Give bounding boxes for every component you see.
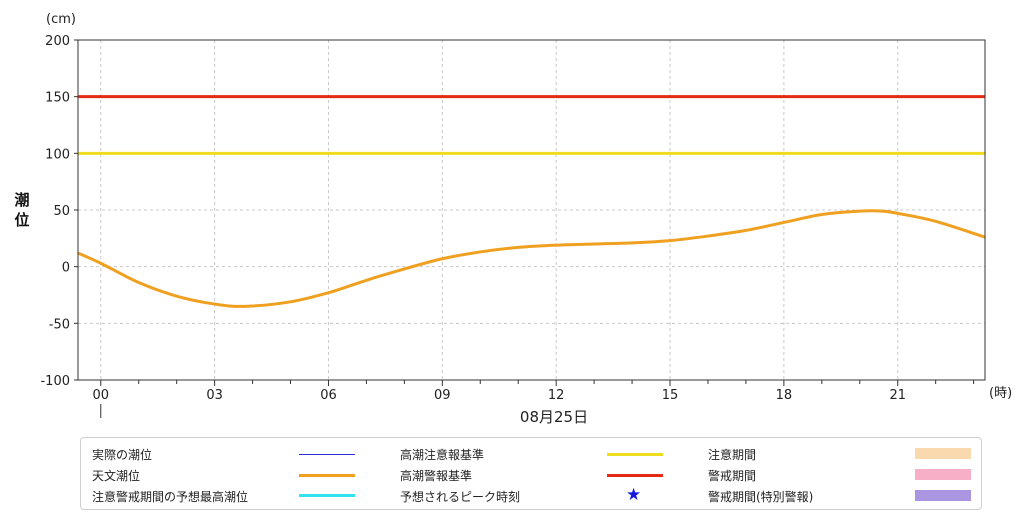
x-tick-label: 18 (776, 388, 793, 403)
legend-label-advisory-level: 高潮注意報基準 (400, 448, 485, 462)
legend: 実際の潮位 天文潮位 注意警戒期間の予想最高潮位 高潮注意報基準 高潮警報基準 … (80, 437, 982, 510)
y-tick-label: 0 (62, 261, 70, 276)
y-axis-title-char: 位 (14, 211, 29, 229)
x-tick-label: 09 (434, 388, 451, 403)
legend-label-advisory-period: 注意期間 (708, 448, 757, 462)
x-tick-label: 00 (92, 388, 109, 403)
x-tick-label: 03 (206, 388, 223, 403)
legend-swatch-advisory-period (915, 448, 971, 459)
legend-label-actual-tide: 実際の潮位 (92, 448, 153, 462)
y-tick-label: 200 (45, 34, 70, 49)
x-axis: 00 03 06 09 12 15 18 21 (92, 380, 975, 418)
x-unit-label: (時) (989, 386, 1012, 401)
legend-swatch-forecast-max-tide (299, 494, 355, 497)
x-tick-label: 12 (548, 388, 565, 403)
legend-label-special-warning-period: 警戒期間(特別警報) (708, 490, 814, 504)
legend-swatch-warning-period (915, 469, 971, 480)
y-tick-label: -50 (49, 317, 70, 332)
grid-lines (78, 40, 985, 380)
legend-label-forecast-max-tide: 注意警戒期間の予想最高潮位 (92, 490, 249, 504)
x-tick-label: 06 (320, 388, 337, 403)
date-label: 08月25日 (520, 408, 588, 426)
x-tick-label: 21 (889, 388, 906, 403)
series-line-astronomical-tide (77, 209, 986, 308)
x-tick-label: 15 (662, 388, 679, 403)
legend-label-astronomical-tide: 天文潮位 (92, 469, 141, 483)
legend-label-peak-time: 予想されるピーク時刻 (400, 490, 521, 504)
series-layer (77, 95, 986, 308)
y-tick-label: -100 (40, 374, 70, 389)
legend-swatch-warning-level (607, 474, 663, 477)
y-tick-label: 50 (53, 204, 70, 219)
legend-label-warning-period: 警戒期間 (708, 469, 757, 483)
legend-swatch-special-warning-period (915, 490, 971, 501)
legend-swatch-astronomical-tide (299, 474, 355, 477)
star-icon: ★ (626, 485, 642, 505)
y-axis-title-char: 潮 (14, 191, 29, 209)
y-tick-label: 100 (45, 147, 70, 162)
y-unit-label: (cm) (46, 12, 76, 27)
legend-label-warning-level: 高潮警報基準 (400, 469, 473, 483)
legend-swatch-advisory-level (607, 453, 663, 456)
tide-chart: -100 -50 0 50 100 150 200 潮位 00 03 06 09 12 15 18 21 (… (14, 12, 1012, 426)
legend-swatch-actual-tide (299, 454, 355, 455)
y-axis: -100 -50 0 50 100 150 200 潮位 (14, 34, 78, 389)
y-tick-label: 150 (45, 91, 70, 106)
